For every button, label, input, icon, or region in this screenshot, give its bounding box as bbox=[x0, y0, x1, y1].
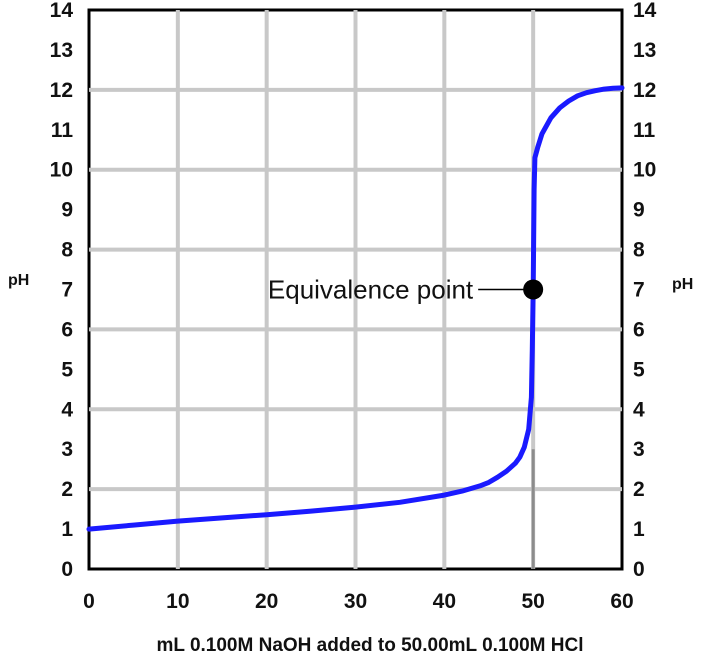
y-tick-label-right: 9 bbox=[633, 199, 645, 222]
y-tick-label-left: 10 bbox=[50, 159, 73, 182]
y-tick-label-right: 3 bbox=[633, 438, 645, 461]
y-tick-label-right: 5 bbox=[633, 358, 645, 381]
y-tick-label-right: 12 bbox=[633, 79, 656, 102]
x-tick-label: 10 bbox=[166, 590, 189, 613]
titration-curve bbox=[86, 85, 625, 532]
y-tick-label-left: 12 bbox=[50, 79, 73, 102]
x-axis-title: mL 0.100M NaOH added to 50.00mL 0.100M H… bbox=[157, 635, 584, 656]
y-tick-label-right: 11 bbox=[633, 119, 656, 142]
y-tick-label-right: 8 bbox=[633, 239, 645, 262]
x-tick-label: 0 bbox=[83, 590, 95, 613]
y-tick-label-left: 4 bbox=[61, 398, 73, 421]
x-tick-label: 50 bbox=[521, 590, 544, 613]
y-tick-label-left: 13 bbox=[50, 39, 73, 62]
y-tick-label-left: 7 bbox=[61, 279, 73, 302]
y-tick-label-left: 0 bbox=[61, 558, 73, 581]
y-tick-label-right: 13 bbox=[633, 39, 656, 62]
equivalence-point-marker bbox=[523, 279, 544, 300]
y-tick-label-left: 11 bbox=[51, 119, 74, 142]
x-tick-label: 60 bbox=[610, 590, 633, 613]
y-axis-title-left: pH bbox=[8, 272, 29, 289]
y-tick-label-right: 14 bbox=[633, 0, 657, 22]
y-tick-label-left: 14 bbox=[50, 0, 74, 22]
annotation-label: Equivalence point bbox=[268, 275, 474, 305]
y-tick-label-right: 6 bbox=[633, 318, 645, 341]
y-tick-label-left: 2 bbox=[61, 478, 73, 501]
y-tick-label-right: 1 bbox=[633, 518, 645, 541]
y-tick-label-left: 3 bbox=[61, 438, 73, 461]
y-axis-title-right: pH bbox=[672, 276, 693, 293]
x-tick-label: 30 bbox=[344, 590, 367, 613]
y-tick-label-right: 2 bbox=[633, 478, 645, 501]
y-tick-label-right: 4 bbox=[633, 398, 645, 421]
series-layer bbox=[86, 85, 625, 532]
y-tick-label-right: 7 bbox=[633, 279, 645, 302]
y-tick-label-right: 10 bbox=[633, 159, 656, 182]
x-tick-label: 20 bbox=[255, 590, 278, 613]
y-tick-label-left: 9 bbox=[61, 199, 73, 222]
y-tick-label-left: 5 bbox=[61, 358, 73, 381]
y-tick-label-left: 1 bbox=[61, 518, 73, 541]
x-tick-label: 40 bbox=[433, 590, 456, 613]
annotation-layer: Equivalence point bbox=[268, 275, 544, 305]
y-tick-label-right: 0 bbox=[633, 558, 645, 581]
y-tick-label-left: 6 bbox=[61, 318, 73, 341]
y-tick-label-left: 8 bbox=[61, 239, 73, 262]
grid bbox=[89, 10, 622, 569]
